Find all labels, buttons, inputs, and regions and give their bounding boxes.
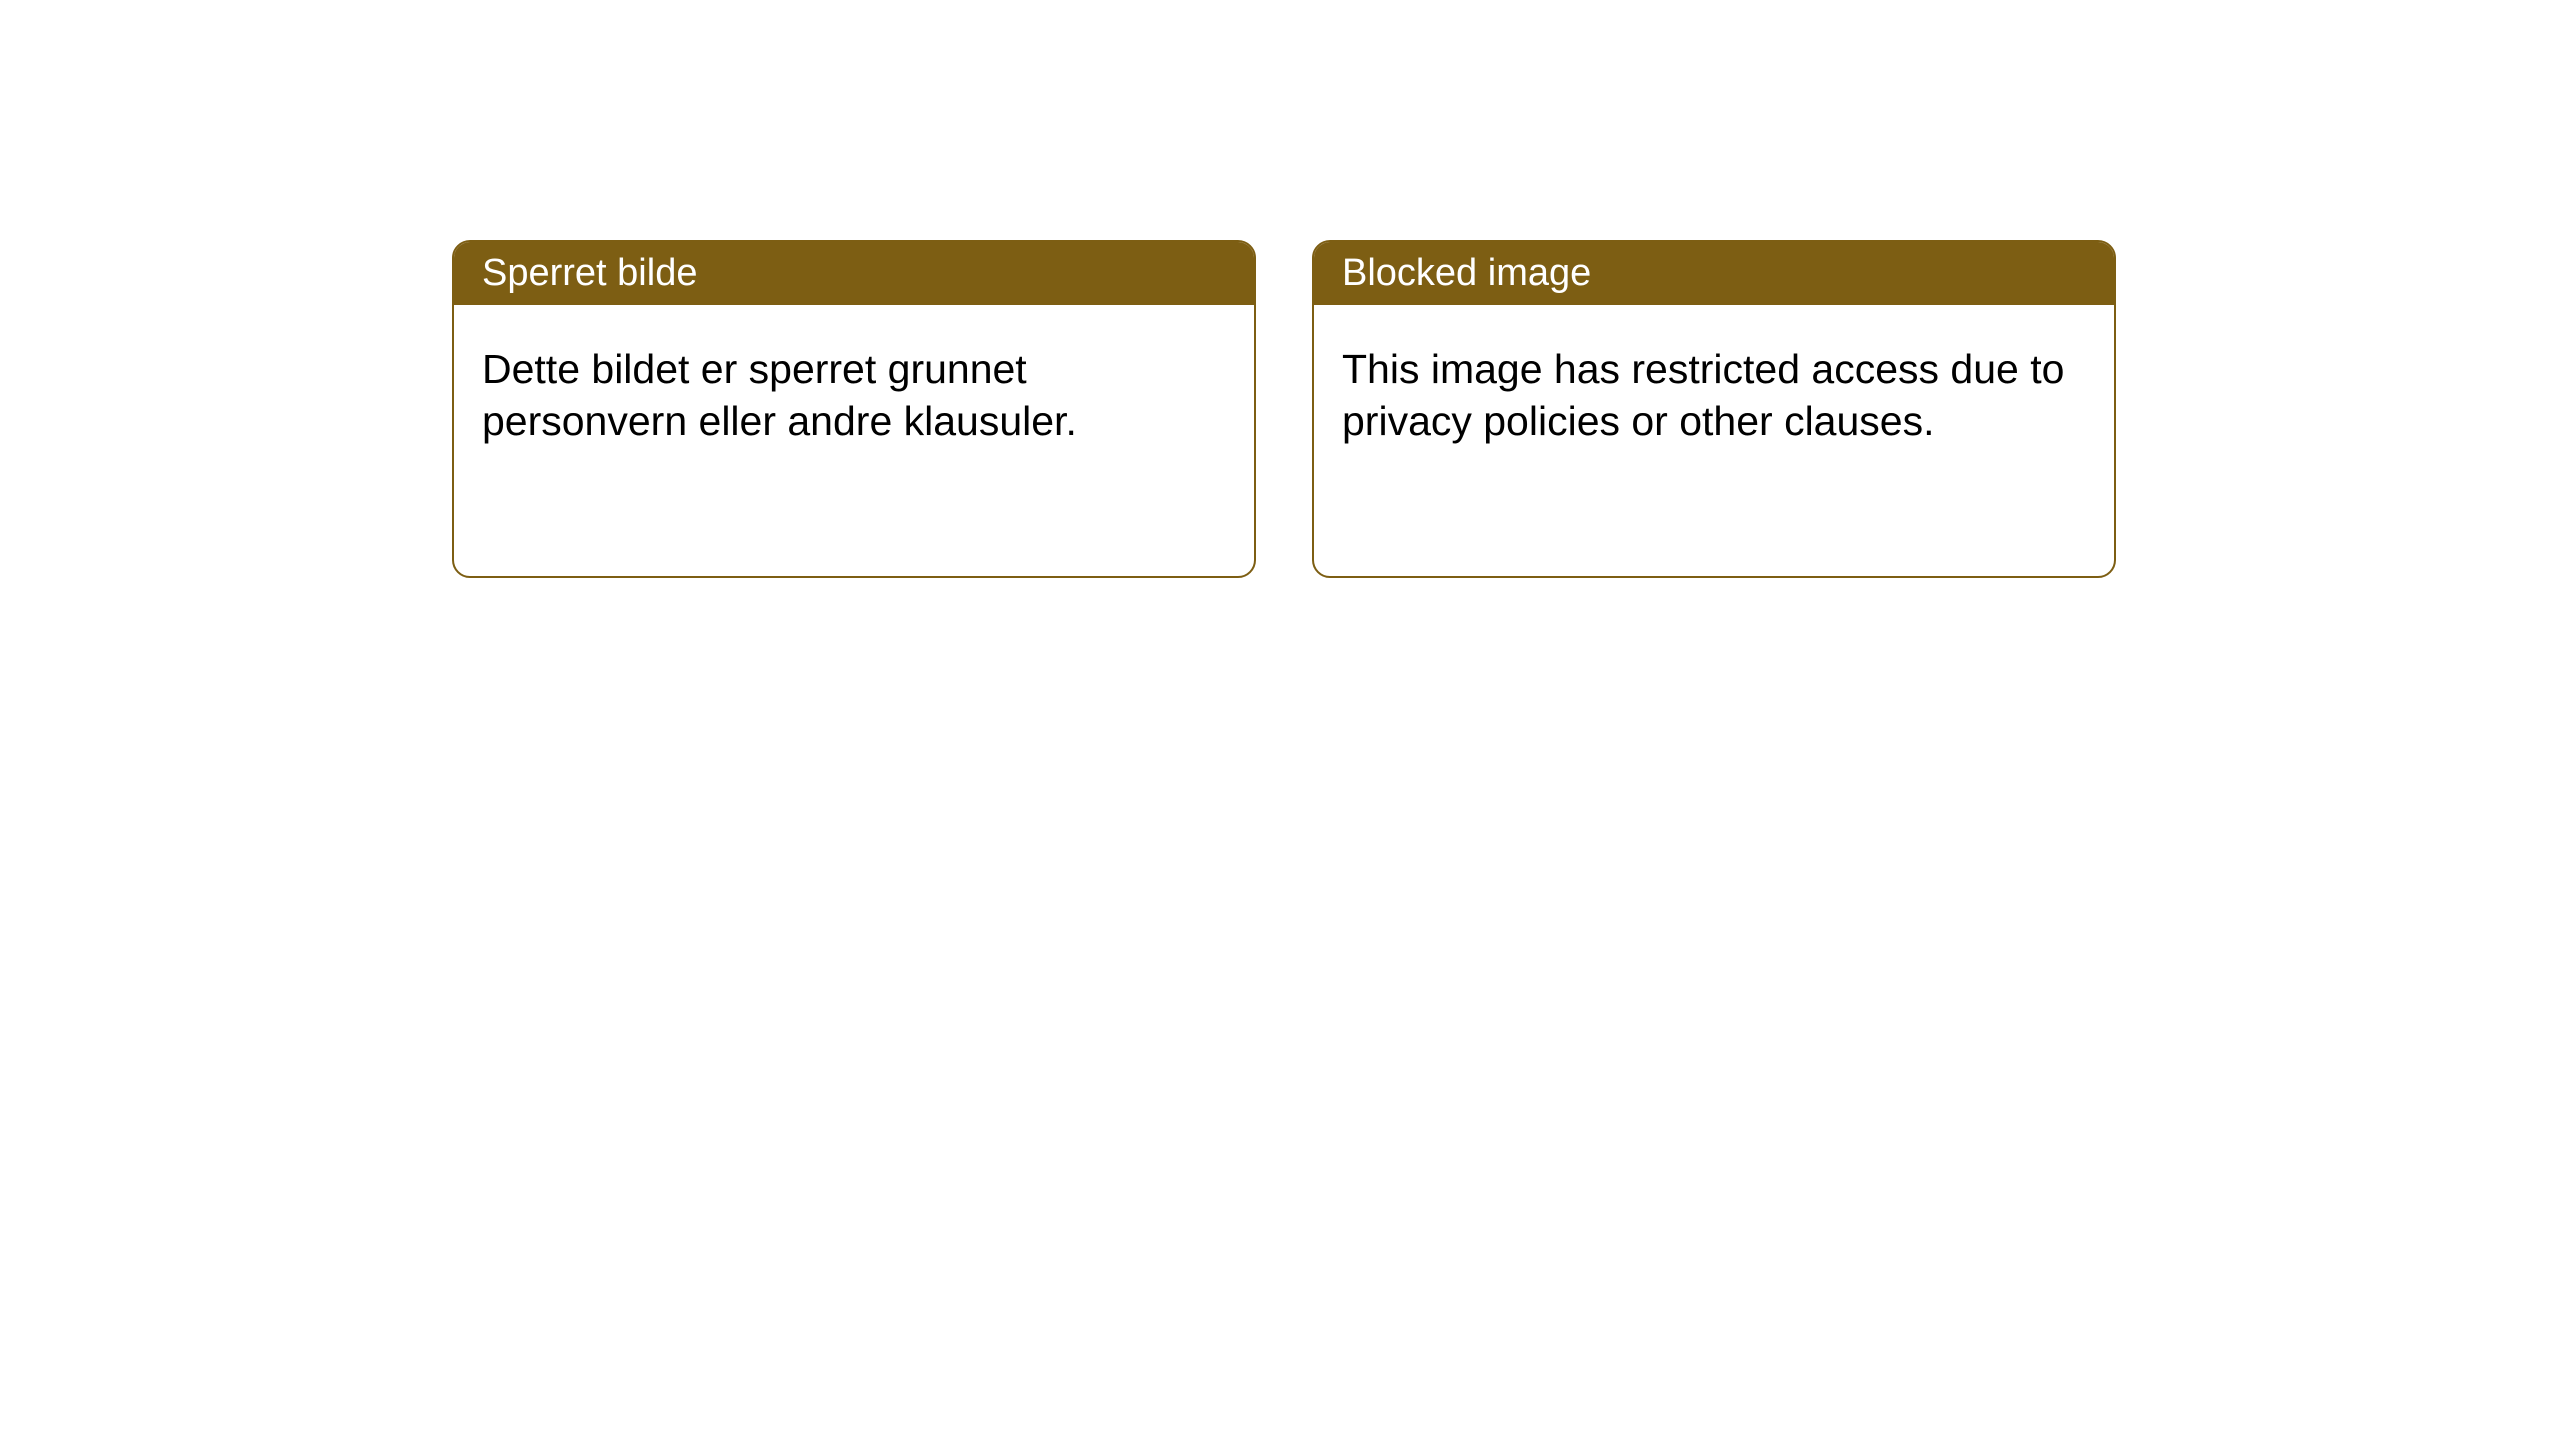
card-body: Dette bildet er sperret grunnet personve… [454, 305, 1254, 486]
blocked-image-card-en: Blocked image This image has restricted … [1312, 240, 2116, 578]
blocked-image-card-no: Sperret bilde Dette bildet er sperret gr… [452, 240, 1256, 578]
card-title: Blocked image [1314, 242, 2114, 305]
card-title: Sperret bilde [454, 242, 1254, 305]
card-body: This image has restricted access due to … [1314, 305, 2114, 486]
notice-container: Sperret bilde Dette bildet er sperret gr… [0, 0, 2560, 578]
